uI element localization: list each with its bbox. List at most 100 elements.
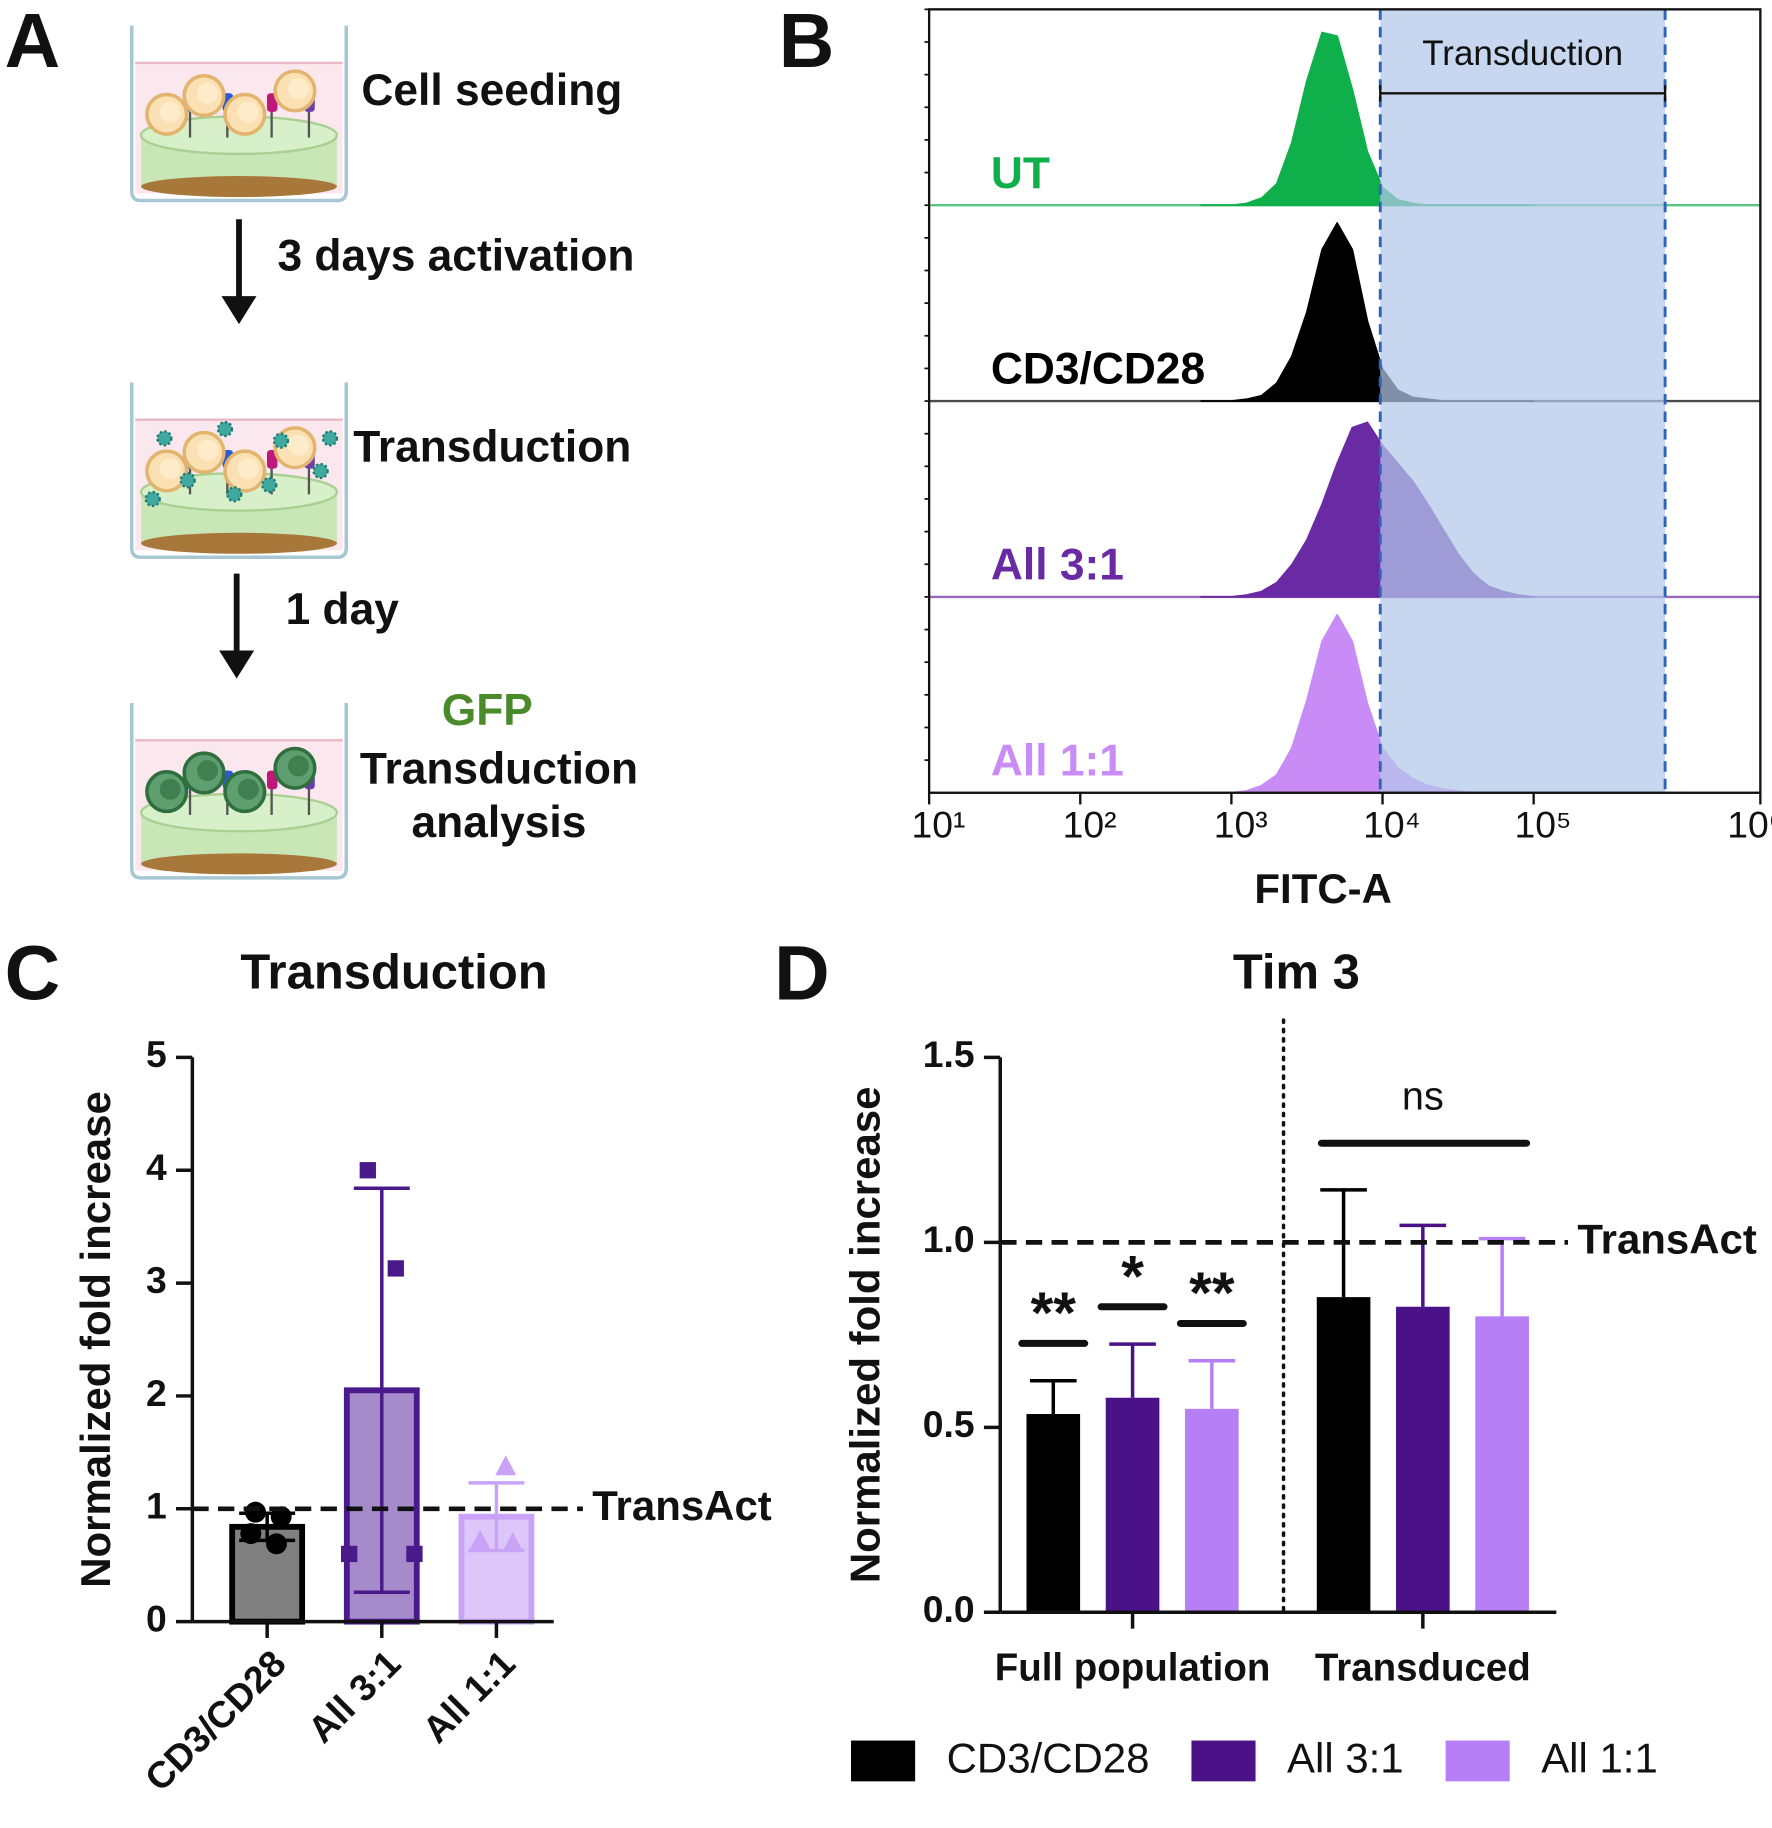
nucleus: [287, 434, 309, 456]
gate-region: [1380, 9, 1666, 793]
data-point: [387, 1260, 404, 1277]
virus: [156, 430, 173, 447]
panel-label: D: [774, 931, 830, 1017]
x-tick-label: CD3/CD28: [137, 1642, 294, 1799]
data-point: [265, 1533, 287, 1555]
panel-label: A: [5, 0, 61, 84]
nucleus: [237, 101, 259, 123]
virus: [144, 490, 161, 508]
x-tick-label: 10⁶·⁵: [1727, 804, 1772, 846]
virus: [321, 430, 339, 447]
nucleus: [197, 439, 219, 461]
reference-label: TransAct: [1577, 1215, 1757, 1262]
step-label: Transduction: [353, 423, 631, 472]
nucleus: [197, 760, 219, 782]
x-tick-label: Transduced: [1315, 1647, 1531, 1690]
data-point: [245, 1501, 266, 1523]
y-tick-label: 1: [146, 1485, 167, 1527]
bar: [1185, 1408, 1239, 1613]
virus: [179, 472, 196, 489]
x-tick-label: Full population: [995, 1647, 1271, 1690]
data-point: [340, 1545, 358, 1563]
data-point: [270, 1506, 292, 1528]
bar: [1396, 1306, 1450, 1613]
significance-label: **: [1189, 1261, 1235, 1326]
result-label: Transduction: [360, 744, 638, 793]
arrow-head: [219, 650, 255, 679]
well-wall: [129, 382, 348, 560]
reference-label: TransAct: [592, 1482, 772, 1529]
y-tick-label: 0.0: [923, 1588, 975, 1630]
gate-label: Transduction: [1422, 34, 1623, 73]
x-tick-label: All 3:1: [300, 1642, 409, 1751]
virus: [272, 432, 290, 449]
y-tick-label: 0: [146, 1597, 167, 1639]
legend-label: CD3/CD28: [947, 1735, 1150, 1782]
bar: [1475, 1316, 1529, 1613]
x-tick-label: All 1:1: [414, 1642, 523, 1751]
virus: [261, 476, 278, 494]
nucleus: [159, 101, 181, 123]
virus: [312, 462, 329, 480]
bar: [1316, 1297, 1371, 1613]
legend-swatch: [1445, 1740, 1510, 1782]
x-tick-label: 10³: [1214, 804, 1268, 846]
result-label: analysis: [412, 798, 587, 847]
legend-swatch: [851, 1740, 916, 1782]
interval-label: 1 day: [286, 585, 400, 634]
x-tick-label: 10¹: [912, 804, 966, 846]
significance-label: **: [1031, 1281, 1077, 1346]
data-point: [406, 1545, 423, 1563]
y-tick-label: 4: [146, 1146, 167, 1188]
y-tick-label: 5: [146, 1033, 167, 1075]
gel-bottom: [141, 853, 337, 875]
well-wall: [129, 25, 348, 203]
panel-label: C: [5, 931, 61, 1017]
well-wall: [129, 702, 348, 880]
legend-swatch: [1191, 1740, 1256, 1782]
data-point: [359, 1162, 376, 1179]
data-point: [240, 1523, 262, 1545]
legend-label: All 1:1: [1541, 1735, 1658, 1782]
data-point: [469, 1529, 491, 1550]
virus: [216, 420, 234, 438]
series-label: All 1:1: [991, 736, 1124, 785]
significance-label: *: [1121, 1245, 1144, 1310]
nucleus: [237, 778, 259, 800]
x-tick-label: 10⁵: [1514, 804, 1571, 846]
nucleus: [287, 78, 309, 100]
y-tick-label: 3: [146, 1259, 167, 1301]
significance-label: ns: [1402, 1074, 1444, 1118]
data-point: [502, 1532, 524, 1552]
y-axis-label: Normalized fold increase: [842, 1087, 889, 1584]
gel-bottom: [141, 532, 337, 554]
y-tick-label: 1.5: [923, 1033, 975, 1075]
bar: [1026, 1414, 1081, 1613]
chart-title: Tim 3: [1233, 946, 1360, 1000]
nucleus: [159, 778, 181, 800]
bar: [1105, 1397, 1160, 1613]
chart-title: Transduction: [240, 946, 547, 1000]
y-tick-label: 1.0: [923, 1218, 975, 1260]
series-label: UT: [991, 149, 1050, 198]
gel-bottom: [141, 176, 337, 198]
nucleus: [197, 82, 219, 104]
y-axis-label: Normalized fold increase: [72, 1091, 119, 1588]
nucleus: [237, 458, 259, 480]
x-tick-label: 10⁴: [1363, 804, 1421, 846]
nucleus: [159, 458, 181, 480]
y-tick-label: 0.5: [923, 1403, 975, 1445]
data-point: [495, 1455, 517, 1476]
arrow-head: [221, 296, 257, 325]
panel-label: B: [779, 0, 835, 84]
step-label: Cell seeding: [361, 66, 622, 115]
x-axis-label: FITC-A: [1254, 865, 1391, 912]
series-label: CD3/CD28: [991, 345, 1205, 394]
y-tick-label: 2: [146, 1372, 167, 1414]
interval-label: 3 days activation: [277, 232, 634, 281]
nucleus: [287, 755, 309, 777]
x-tick-label: 10²: [1063, 804, 1117, 846]
series-label: All 3:1: [991, 540, 1124, 589]
